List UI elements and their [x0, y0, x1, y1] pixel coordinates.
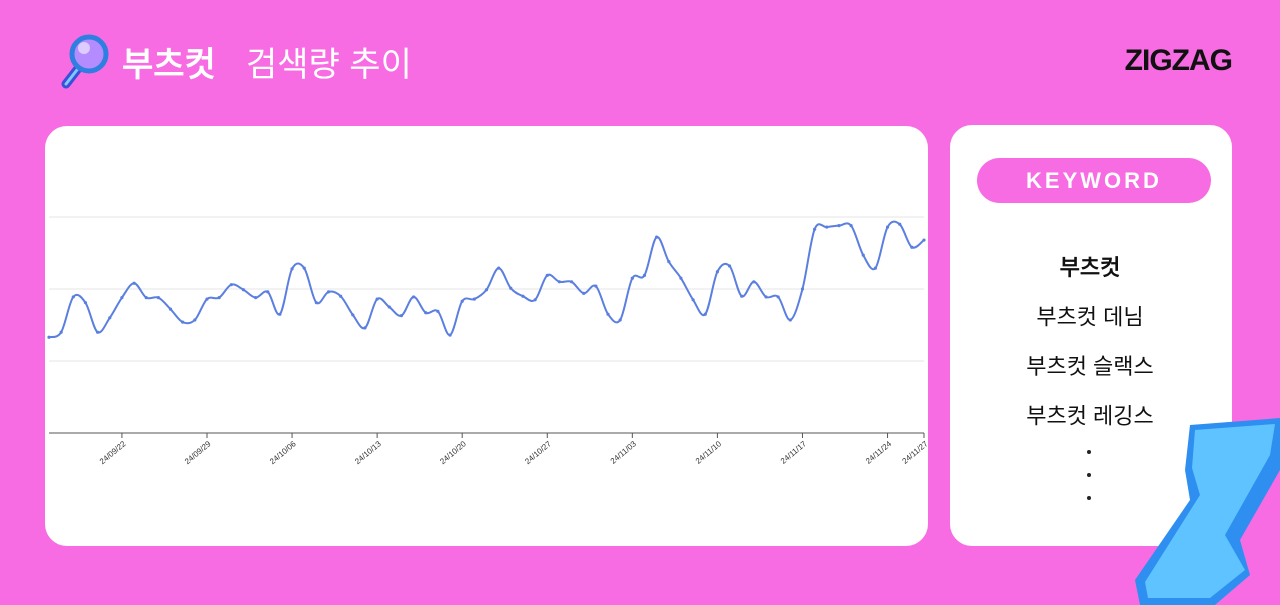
chart-card	[45, 126, 928, 546]
point	[241, 288, 246, 292]
point	[727, 264, 732, 268]
point	[813, 227, 817, 231]
point	[120, 296, 124, 300]
point	[399, 314, 404, 318]
point	[533, 298, 537, 302]
point	[569, 280, 574, 284]
point	[825, 225, 829, 229]
point	[752, 280, 756, 284]
point	[83, 301, 88, 305]
point	[314, 301, 318, 305]
point	[302, 266, 306, 270]
z-decoration	[1135, 418, 1280, 605]
point	[472, 297, 476, 301]
magnifier-icon	[61, 34, 109, 89]
point	[229, 283, 233, 287]
point	[642, 273, 647, 277]
keyword-item: 부츠컷 레깅스	[1026, 403, 1154, 428]
point	[411, 295, 416, 299]
point	[387, 305, 391, 309]
point	[144, 296, 148, 300]
point	[861, 253, 865, 257]
title-bold: 부츠컷	[122, 46, 216, 84]
point	[181, 320, 185, 324]
point	[618, 318, 622, 322]
point	[448, 333, 452, 337]
point	[630, 276, 634, 280]
point	[460, 299, 464, 303]
point	[253, 296, 258, 300]
point	[363, 326, 367, 330]
point	[764, 295, 768, 299]
point	[156, 296, 160, 300]
point	[837, 224, 841, 228]
point	[667, 260, 671, 264]
point	[266, 290, 270, 294]
point	[132, 281, 136, 285]
point	[205, 297, 209, 301]
point	[278, 312, 282, 316]
point	[557, 280, 562, 284]
point	[545, 273, 549, 277]
point	[375, 297, 379, 301]
point	[168, 307, 173, 311]
point	[193, 318, 197, 322]
point	[849, 224, 853, 228]
point	[326, 290, 331, 294]
point	[679, 276, 683, 280]
point	[873, 266, 877, 270]
title-rest: 검색량 추이	[246, 46, 412, 84]
point	[910, 245, 914, 249]
point	[885, 225, 890, 229]
point	[484, 288, 489, 292]
keyword-item: 부츠컷	[1060, 255, 1121, 280]
point	[703, 312, 707, 316]
point	[217, 296, 221, 300]
point	[96, 330, 100, 334]
logo: ZIGZAG	[1125, 44, 1232, 77]
point	[108, 316, 112, 320]
keyword-card	[950, 125, 1232, 546]
point	[497, 266, 501, 270]
point	[800, 287, 805, 291]
point	[509, 286, 513, 290]
point	[521, 294, 525, 298]
keyword-item: 부츠컷 데님	[1036, 304, 1143, 329]
point	[898, 222, 902, 226]
point	[655, 235, 659, 239]
point	[740, 294, 744, 298]
point	[922, 238, 926, 242]
more-dots	[1087, 450, 1091, 500]
point	[59, 330, 63, 334]
point	[594, 284, 598, 288]
point	[776, 295, 780, 299]
point	[691, 298, 695, 302]
point	[71, 295, 75, 299]
point	[436, 309, 440, 313]
point	[351, 313, 355, 317]
point	[582, 291, 586, 295]
point	[606, 312, 610, 316]
point	[788, 318, 792, 322]
point	[290, 267, 294, 271]
keyword-item: 부츠컷 슬랙스	[1026, 354, 1154, 379]
point	[424, 311, 428, 315]
keyword-label: KEYWORD	[1026, 168, 1162, 193]
keyword-pill	[977, 158, 1211, 203]
point	[339, 294, 343, 298]
point	[47, 335, 51, 339]
point	[715, 270, 720, 274]
